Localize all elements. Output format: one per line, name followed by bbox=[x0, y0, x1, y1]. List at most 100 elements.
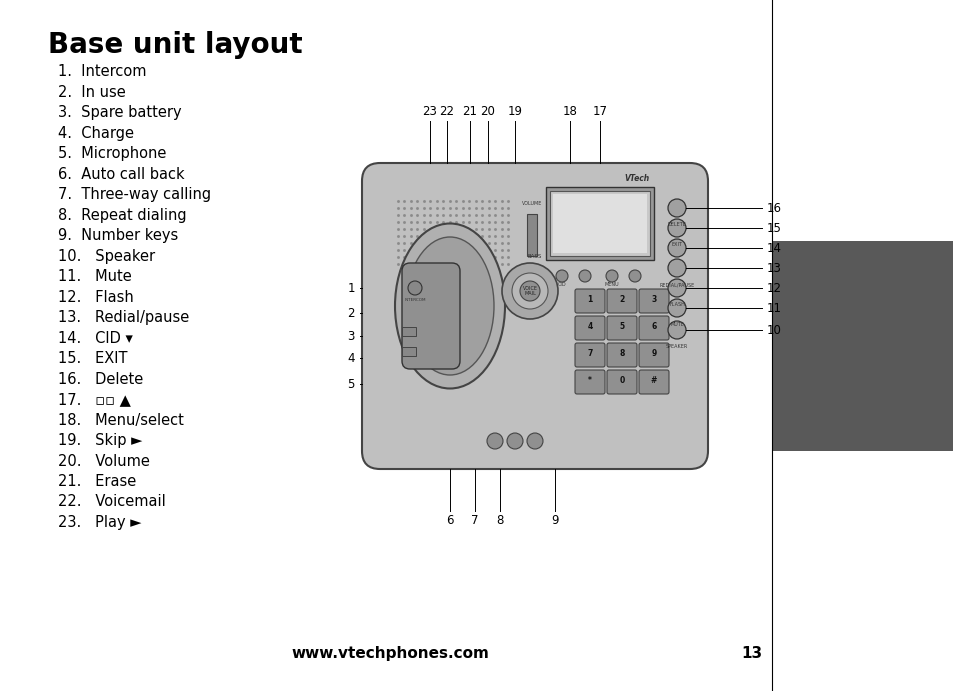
Text: 4: 4 bbox=[347, 352, 355, 364]
FancyBboxPatch shape bbox=[606, 343, 637, 367]
Text: 14.   CID ▾: 14. CID ▾ bbox=[58, 330, 132, 346]
Text: 3: 3 bbox=[651, 294, 656, 303]
Text: 20.   Volume: 20. Volume bbox=[58, 453, 150, 468]
Text: 6: 6 bbox=[446, 514, 454, 527]
Circle shape bbox=[667, 219, 685, 237]
Text: VTech: VTech bbox=[624, 174, 649, 183]
Text: CID: CID bbox=[558, 282, 566, 287]
FancyBboxPatch shape bbox=[606, 316, 637, 340]
Text: 21: 21 bbox=[462, 105, 477, 118]
Text: 19.   Skip ►: 19. Skip ► bbox=[58, 433, 142, 448]
Text: 12: 12 bbox=[766, 281, 781, 294]
Text: 13.   Redial/pause: 13. Redial/pause bbox=[58, 310, 189, 325]
Ellipse shape bbox=[406, 237, 494, 375]
Text: 1.  Intercom: 1. Intercom bbox=[58, 64, 147, 79]
Text: 22.   Voicemail: 22. Voicemail bbox=[58, 495, 166, 509]
Circle shape bbox=[506, 433, 522, 449]
Text: www.vtechphones.com: www.vtechphones.com bbox=[291, 646, 489, 661]
FancyBboxPatch shape bbox=[606, 289, 637, 313]
Text: 7: 7 bbox=[471, 514, 478, 527]
Circle shape bbox=[667, 299, 685, 317]
Text: MUTE: MUTE bbox=[669, 322, 683, 327]
Text: 18.   Menu/select: 18. Menu/select bbox=[58, 413, 184, 428]
Text: 17: 17 bbox=[592, 105, 607, 118]
Text: 2: 2 bbox=[347, 307, 355, 319]
Text: 15: 15 bbox=[766, 222, 781, 234]
Text: VOLUME: VOLUME bbox=[521, 201, 541, 206]
Circle shape bbox=[501, 263, 558, 319]
Text: 1: 1 bbox=[587, 294, 592, 303]
Circle shape bbox=[628, 270, 640, 282]
Circle shape bbox=[605, 270, 618, 282]
Text: 10: 10 bbox=[766, 323, 781, 337]
FancyBboxPatch shape bbox=[639, 316, 668, 340]
FancyBboxPatch shape bbox=[575, 370, 604, 394]
Text: #: # bbox=[650, 375, 657, 384]
Text: 14: 14 bbox=[766, 241, 781, 254]
Bar bbox=[526, 214, 537, 256]
Text: 13: 13 bbox=[740, 646, 761, 661]
Text: 1: 1 bbox=[347, 281, 355, 294]
Ellipse shape bbox=[395, 223, 504, 388]
FancyBboxPatch shape bbox=[575, 316, 604, 340]
FancyBboxPatch shape bbox=[606, 370, 637, 394]
Text: MENU: MENU bbox=[604, 282, 618, 287]
Text: 18: 18 bbox=[562, 105, 577, 118]
Circle shape bbox=[667, 199, 685, 217]
Text: 15.   EXIT: 15. EXIT bbox=[58, 351, 128, 366]
Circle shape bbox=[408, 281, 421, 295]
Text: 9.  Number keys: 9. Number keys bbox=[58, 228, 178, 243]
Text: 10.   Speaker: 10. Speaker bbox=[58, 249, 155, 263]
Text: BASS: BASS bbox=[527, 254, 541, 259]
Circle shape bbox=[556, 270, 567, 282]
FancyBboxPatch shape bbox=[639, 343, 668, 367]
FancyBboxPatch shape bbox=[575, 343, 604, 367]
Text: 6.  Auto call back: 6. Auto call back bbox=[58, 167, 185, 182]
Text: 11: 11 bbox=[766, 301, 781, 314]
Text: 20: 20 bbox=[480, 105, 495, 118]
Text: *: * bbox=[587, 375, 591, 384]
Text: 13: 13 bbox=[766, 261, 781, 274]
Text: 2.  In use: 2. In use bbox=[58, 84, 126, 100]
Text: REDIAL/PAUSE: REDIAL/PAUSE bbox=[659, 282, 694, 287]
Text: 4.  Charge: 4. Charge bbox=[58, 126, 133, 140]
Text: 7.  Three-way calling: 7. Three-way calling bbox=[58, 187, 211, 202]
Text: 4: 4 bbox=[587, 321, 592, 330]
Text: 8.  Repeat dialing: 8. Repeat dialing bbox=[58, 207, 187, 223]
Text: 5.  Microphone: 5. Microphone bbox=[58, 146, 166, 161]
FancyBboxPatch shape bbox=[361, 163, 707, 469]
Text: 19: 19 bbox=[507, 105, 522, 118]
Bar bbox=[545, 187, 654, 260]
Circle shape bbox=[486, 433, 502, 449]
Text: INTERCOM: INTERCOM bbox=[404, 298, 425, 302]
Circle shape bbox=[526, 433, 542, 449]
Text: DELETE: DELETE bbox=[667, 222, 686, 227]
Text: VOICE
MAIL: VOICE MAIL bbox=[522, 285, 537, 296]
Text: 9: 9 bbox=[651, 348, 656, 357]
Text: 21.   Erase: 21. Erase bbox=[58, 474, 136, 489]
Text: 16: 16 bbox=[766, 202, 781, 214]
Bar bbox=[401, 347, 416, 356]
Text: 12.   Flash: 12. Flash bbox=[58, 290, 133, 305]
Circle shape bbox=[519, 281, 539, 301]
Bar bbox=[771, 241, 953, 451]
Text: 8: 8 bbox=[618, 348, 624, 357]
Text: 16.   Delete: 16. Delete bbox=[58, 372, 143, 386]
FancyBboxPatch shape bbox=[575, 289, 604, 313]
Text: 3: 3 bbox=[347, 330, 355, 343]
Circle shape bbox=[578, 270, 590, 282]
Text: 5: 5 bbox=[347, 377, 355, 390]
Circle shape bbox=[667, 321, 685, 339]
Text: 23: 23 bbox=[422, 105, 437, 118]
Text: 9: 9 bbox=[551, 514, 558, 527]
Bar bbox=[553, 194, 646, 253]
Bar bbox=[401, 327, 416, 336]
Text: SPEAKER: SPEAKER bbox=[665, 344, 687, 349]
Text: 23.   Play ►: 23. Play ► bbox=[58, 515, 141, 530]
Text: 17.   ▫▫ ▲: 17. ▫▫ ▲ bbox=[58, 392, 131, 407]
Text: Basic operation: Basic operation bbox=[855, 279, 869, 413]
Text: 7: 7 bbox=[587, 348, 592, 357]
Text: 11.   Mute: 11. Mute bbox=[58, 269, 132, 284]
FancyBboxPatch shape bbox=[639, 370, 668, 394]
Text: 6: 6 bbox=[651, 321, 656, 330]
